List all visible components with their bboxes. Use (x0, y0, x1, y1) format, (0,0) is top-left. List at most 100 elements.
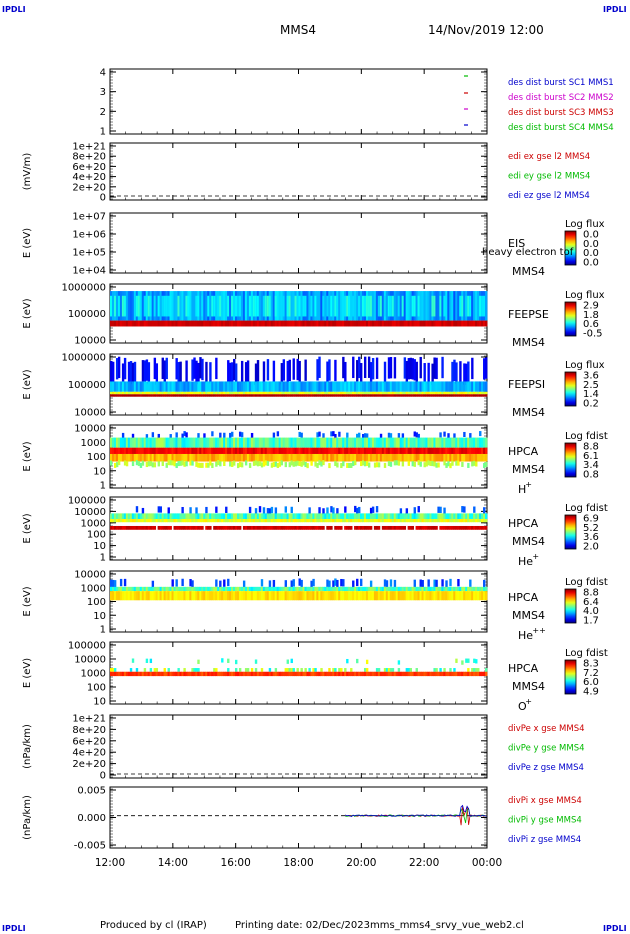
spectrogram-cell (219, 671, 222, 677)
spectrogram-cell (312, 519, 315, 523)
spectrogram-cell (191, 671, 194, 677)
spectrogram-cell (143, 525, 147, 530)
spectrogram-cell (447, 394, 450, 397)
divpi-series (345, 804, 487, 818)
spectrogram-cell (119, 591, 123, 601)
spectrogram-cell (360, 519, 363, 523)
spectrogram-cell (231, 591, 234, 601)
spectrogram-cell (457, 579, 460, 587)
spectrogram-cell (151, 453, 155, 462)
spectrogram-cell (213, 391, 216, 395)
spectrogram-cell (463, 519, 466, 523)
spectrogram-cell (304, 381, 307, 392)
y-tick-label: 3 (100, 87, 106, 98)
spectrogram-cell (419, 525, 422, 530)
spectrogram-cell (379, 320, 383, 327)
spectrogram-cell (354, 447, 357, 454)
spectrogram-cell (437, 320, 440, 327)
spectrogram-cell (469, 437, 472, 448)
spectrogram-cell (443, 431, 446, 437)
spectrogram-cell (387, 295, 391, 317)
spectrogram-cell (298, 591, 301, 601)
spectrogram-cell (127, 394, 131, 397)
spectrogram-cell (350, 391, 353, 395)
spectrogram-cell (252, 525, 256, 530)
spectrogram-cell (381, 525, 385, 530)
spectrogram-cell (213, 381, 216, 392)
spectrogram-cell (258, 591, 262, 601)
spectrogram-cell (314, 668, 317, 672)
spectrogram-cell (127, 453, 131, 462)
colorbar-tick-label: 0.0 (583, 248, 599, 259)
spectrogram-cell (264, 447, 268, 454)
spectrogram-cell (377, 671, 381, 677)
spectrogram-cell (173, 513, 176, 520)
spectrogram-cell (197, 525, 200, 530)
spectrogram-cell (177, 437, 180, 448)
spectrogram-cell (163, 519, 166, 523)
spectrogram-cell (157, 519, 161, 523)
spectrogram-cell (153, 591, 157, 601)
spectrogram-cell (264, 295, 268, 317)
spectrogram-cell (185, 513, 188, 520)
spectrogram-cell (405, 447, 409, 454)
colorbar-tick-label: 1.4 (583, 389, 599, 400)
spectrogram-cell (110, 447, 113, 454)
spectrogram-cell (358, 591, 361, 601)
spectrogram-cell (358, 506, 361, 514)
y-tick-label: 0 (100, 771, 106, 782)
spectrogram-cell (481, 519, 484, 523)
spectrogram-cell (411, 394, 414, 397)
spectrogram-cell (379, 437, 383, 448)
spectrogram-cell (316, 462, 319, 468)
spectrogram-cell (340, 437, 343, 448)
spectrogram-cell (356, 507, 359, 515)
colorbar-tick-label: 0.6 (583, 319, 599, 330)
spectrogram-cell (292, 525, 295, 530)
spectrogram-cell (385, 447, 389, 454)
spectrogram-cell (175, 381, 178, 392)
spectrogram-cell (268, 671, 272, 677)
spectrogram-cell (238, 513, 242, 520)
spectrogram-cell (354, 460, 357, 466)
spectrogram-cell (139, 671, 143, 677)
spectrogram-cell (437, 394, 440, 397)
spectrogram-cell (163, 447, 166, 454)
spectrogram-cell (282, 519, 286, 523)
spectrogram-cell (181, 447, 184, 454)
spectrogram-cell (457, 391, 460, 395)
spectrogram-cell (413, 453, 416, 462)
spectrogram-cell (391, 591, 395, 601)
spectrogram-cell (181, 433, 184, 439)
spectrogram-cell (151, 591, 155, 601)
spectrogram-cell (304, 391, 307, 395)
spectrogram-cell (471, 591, 474, 601)
spectrogram-cell (185, 461, 188, 467)
spectrogram-cell (447, 461, 450, 467)
spectrogram-cell (334, 668, 337, 672)
spectrogram-cell (133, 591, 137, 601)
spectrogram-cell (328, 381, 331, 392)
spectrogram-cell (248, 671, 252, 677)
spectrogram-cell (290, 580, 293, 588)
spectrogram-cell (141, 525, 145, 530)
spectrogram-cell (149, 658, 153, 664)
spectrogram-cell (262, 525, 266, 530)
spectrogram-cell (332, 513, 335, 520)
spectrogram-cell (238, 295, 242, 317)
spectrogram-cell (179, 394, 182, 397)
spectrogram-cell (338, 668, 341, 672)
spectrogram-cell (187, 447, 190, 454)
spectrogram-cell (399, 391, 403, 395)
spectrogram-cell (395, 394, 399, 397)
spectrogram-cell (322, 671, 325, 677)
spectrogram-cell (242, 519, 246, 523)
spectrogram-cell (308, 671, 311, 677)
spectrogram-cell (344, 320, 347, 327)
spectrogram-cell (201, 394, 204, 397)
spectrogram-cell (236, 320, 240, 327)
spectrogram-cell (431, 591, 434, 601)
spectrogram-cell (435, 381, 438, 392)
spectrogram-cell (344, 381, 347, 392)
spectrogram-cell (479, 391, 482, 395)
